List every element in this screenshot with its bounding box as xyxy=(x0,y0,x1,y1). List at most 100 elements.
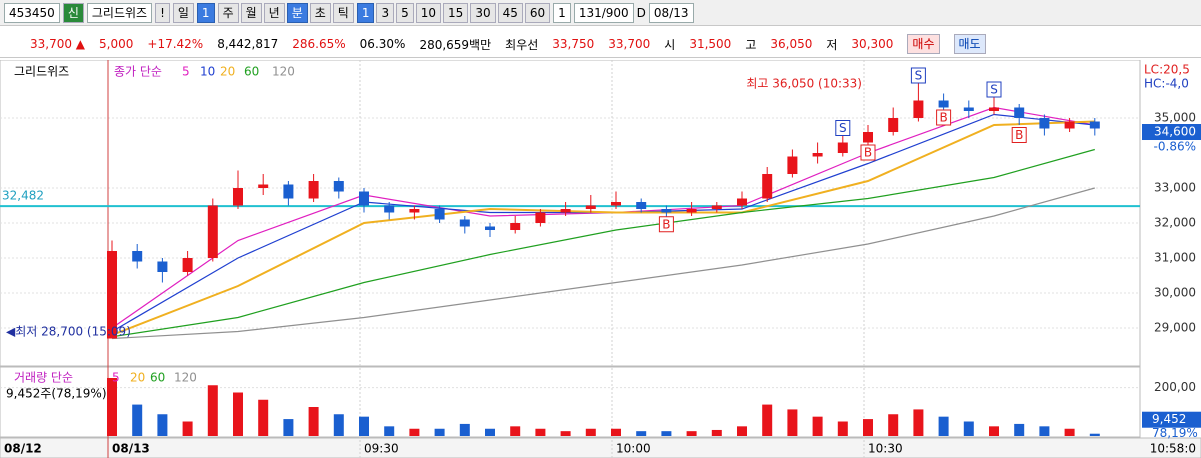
candle-body xyxy=(132,251,143,262)
ma-legend: 종가 단순 xyxy=(114,65,162,79)
period[interactable]: 일 xyxy=(172,2,194,23)
candle-body xyxy=(711,205,722,210)
bid: 33,700 xyxy=(608,37,651,51)
date[interactable]: 08/13 xyxy=(648,2,694,23)
interval-button[interactable]: 15 xyxy=(443,2,469,23)
vol-info: 9,452주(78,19%) xyxy=(6,387,107,401)
vol-period: 20 xyxy=(130,371,145,385)
volume-bar xyxy=(182,421,193,436)
volume-bar xyxy=(409,428,420,436)
volume-bar xyxy=(258,399,269,436)
candle-body xyxy=(913,100,924,119)
period-button[interactable]: 년 xyxy=(263,2,285,23)
volume-bar xyxy=(938,416,949,436)
low: 30,300 xyxy=(851,37,894,51)
signal-box xyxy=(936,109,952,126)
vol-current-label: 9,452 xyxy=(1152,412,1186,426)
vol-current-box xyxy=(1142,411,1201,428)
signal-label: B xyxy=(939,111,947,125)
stock-code[interactable]: 453450 xyxy=(4,2,60,23)
period-num[interactable]: 1 xyxy=(196,2,215,23)
signal-label: B xyxy=(1015,128,1023,142)
best: 최우선 xyxy=(505,37,539,52)
volume-bar xyxy=(459,423,470,436)
volume-bar xyxy=(333,414,344,436)
candle-body xyxy=(207,205,218,259)
current-box xyxy=(1142,124,1201,141)
y-tick-label: 35,000 xyxy=(1154,111,1196,125)
volume-bar xyxy=(107,378,117,436)
candle-body xyxy=(1089,121,1100,129)
signal-label: S xyxy=(839,121,847,135)
vol-rate: 78,19% xyxy=(1152,426,1198,440)
volume-bar xyxy=(510,426,521,436)
quote-bar: 33,700 ▲ 5,000 +17.42% 8,442,817 286.65%… xyxy=(0,31,1201,58)
count-select[interactable]: 1 xyxy=(553,2,571,23)
period-button[interactable]: 틱 xyxy=(332,2,354,23)
stock-name[interactable]: 그리드위즈 xyxy=(86,2,153,23)
open: 31,500 xyxy=(689,37,732,51)
volume-bar xyxy=(132,404,143,436)
ma-line xyxy=(111,148,1095,338)
candle-body xyxy=(787,156,798,175)
candle-body xyxy=(510,223,521,231)
volume-bar xyxy=(1039,426,1050,436)
candle-body xyxy=(661,209,672,213)
y-tick-label: 32,000 xyxy=(1154,216,1196,230)
turnover: 06.30% xyxy=(359,37,406,51)
time-end: 10:58:0 xyxy=(1150,442,1196,456)
candle-body xyxy=(812,153,823,157)
candle-body xyxy=(308,181,319,199)
hc-label: HC:-4,0 xyxy=(1144,77,1189,91)
interval-button[interactable]: 1 xyxy=(356,2,375,23)
volume-bar xyxy=(233,392,243,436)
interval-button[interactable]: 30 xyxy=(470,2,496,23)
vol-period: 5 xyxy=(112,371,120,385)
signal-label: B xyxy=(662,217,670,231)
time-label: 08/13 xyxy=(112,442,150,456)
ask: 33,750 xyxy=(552,37,595,51)
signal-box xyxy=(986,81,1002,98)
ma-line xyxy=(111,120,1095,336)
lc-label: LC:20,5 xyxy=(1144,63,1190,77)
low-note: ◀최저 28,700 (15:09) xyxy=(6,325,131,339)
interval-button[interactable]: 10 xyxy=(415,2,442,23)
low-label: 저 xyxy=(826,37,838,52)
warn[interactable]: ! xyxy=(155,2,170,23)
time-label: 09:30 xyxy=(364,442,399,456)
sell-button[interactable]: 매도 xyxy=(953,34,986,54)
time-label: 10:30 xyxy=(868,442,903,456)
chart: 35,000 33,000 32,000 31,000 30,000 29,000 200,… xyxy=(0,60,1201,458)
interval-button[interactable]: 3 xyxy=(376,2,395,23)
volume-bar xyxy=(1014,423,1025,436)
buy-button[interactable]: 매수 xyxy=(907,34,940,54)
interval-button[interactable]: 45 xyxy=(497,2,523,23)
prev-date: 08/12 xyxy=(4,442,42,456)
period-button[interactable]: 분 xyxy=(286,2,308,23)
candle-body xyxy=(459,219,470,227)
period-button[interactable]: 초 xyxy=(309,2,331,23)
candle-body xyxy=(963,107,974,112)
period-button[interactable]: 월 xyxy=(240,2,262,23)
volume-bar xyxy=(1089,433,1100,436)
ma-period: 5 xyxy=(182,65,190,79)
signal-label: B xyxy=(864,146,872,160)
candle-body xyxy=(989,107,999,112)
vol-period: 60 xyxy=(150,371,165,385)
volume-bar xyxy=(686,431,697,436)
candle-body xyxy=(938,100,949,108)
vol-period: 120 xyxy=(174,371,197,385)
high-label: 고 xyxy=(745,37,757,52)
d-label[interactable]: D xyxy=(636,5,646,20)
signal-box xyxy=(910,67,926,84)
volume-bar xyxy=(585,428,596,436)
amount: 280,659백만 xyxy=(419,37,492,52)
badge[interactable]: 신 xyxy=(62,2,84,23)
interval-button[interactable]: 60 xyxy=(524,2,551,23)
y-tick-label: 33,000 xyxy=(1154,181,1196,195)
period-button[interactable]: 주 xyxy=(217,2,239,23)
interval-button[interactable]: 5 xyxy=(396,2,414,23)
time-axis xyxy=(0,437,1201,458)
